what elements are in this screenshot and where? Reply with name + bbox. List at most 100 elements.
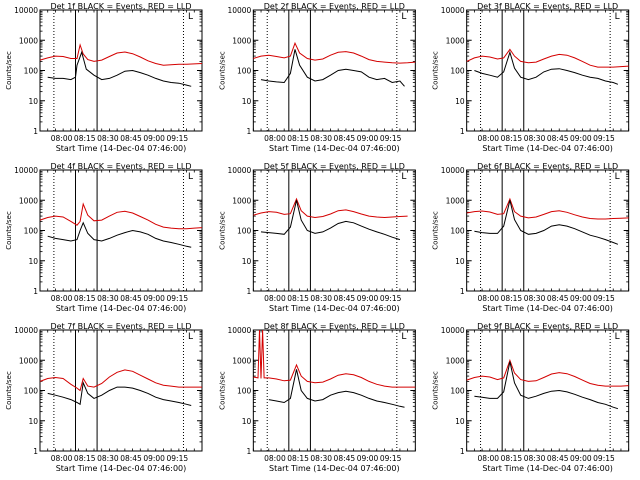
y-tick-label: 10 (242, 417, 252, 426)
y-tick-label: 1 (247, 127, 252, 136)
y-axis-label: Counts/sec (218, 371, 226, 410)
x-tick-label: 08:00 (477, 134, 499, 143)
x-tick-label: 08:45 (547, 294, 569, 303)
y-tick-label: 10 (28, 97, 38, 106)
x-axis-label: Start Time (14-Dec-04 07:46:00) (482, 464, 613, 473)
x-tick-label: 08:30 (524, 294, 546, 303)
plot-frame (39, 329, 203, 452)
chart-title: Det 8f BLACK = Events, RED = LLD (264, 322, 405, 331)
y-tick-label: 1000 (19, 196, 38, 205)
x-tick-label: 08:45 (120, 294, 142, 303)
series-line-events (474, 200, 619, 245)
y-tick-label: 100 (237, 227, 252, 236)
x-tick-label: 08:30 (97, 294, 119, 303)
x-tick-label: 08:15 (74, 134, 96, 143)
x-axis-label: Start Time (14-Dec-04 07:46:00) (482, 304, 613, 313)
x-tick-label: 08:30 (524, 134, 546, 143)
x-tick-label: 08:15 (287, 294, 309, 303)
series-line-lld (466, 358, 629, 387)
y-tick-label: 100 (237, 387, 252, 396)
y-tick-label: 1 (33, 447, 38, 456)
y-tick-label: 10 (28, 417, 38, 426)
chart-title: Det 1f BLACK = Events, RED = LLD (50, 2, 191, 11)
x-tick-label: 09:00 (143, 134, 165, 143)
y-axis-label: Counts/sec (5, 371, 13, 410)
x-tick-label: 08:30 (310, 454, 332, 463)
y-axis-label: Counts/sec (432, 51, 440, 90)
y-tick-label: 100 (24, 67, 39, 76)
y-tick-label: 1000 (232, 36, 251, 45)
plot-frame (39, 9, 203, 132)
x-tick-label: 08:15 (501, 454, 523, 463)
x-tick-label: 08:45 (334, 294, 356, 303)
series-line-events (474, 50, 619, 85)
plot-frame (252, 9, 416, 132)
series-line-lld (253, 41, 416, 64)
series-line-events (260, 49, 405, 87)
y-tick-label: 10000 (441, 166, 465, 175)
x-tick-label: 08:30 (524, 454, 546, 463)
y-axis-label: Counts/sec (218, 211, 226, 250)
corner-mark: L (188, 12, 193, 22)
corner-mark: L (615, 172, 620, 182)
y-tick-label: 1000 (446, 36, 465, 45)
x-tick-label: 08:00 (264, 294, 286, 303)
corner-mark: L (615, 332, 620, 342)
x-tick-label: 08:00 (51, 454, 73, 463)
x-tick-label: 09:15 (167, 134, 189, 143)
y-tick-label: 10 (455, 417, 465, 426)
plot-frame (252, 329, 416, 452)
y-tick-label: 100 (24, 227, 39, 236)
y-tick-label: 1 (33, 287, 38, 296)
series-line-lld (39, 202, 203, 230)
x-axis-label: Start Time (14-Dec-04 07:46:00) (269, 304, 400, 313)
x-tick-label: 08:30 (310, 134, 332, 143)
y-tick-label: 10000 (441, 6, 465, 15)
series-line-lld (253, 329, 416, 388)
x-tick-label: 09:15 (593, 294, 615, 303)
series-line-events (260, 200, 401, 241)
y-tick-label: 10000 (227, 6, 251, 15)
y-tick-label: 1000 (19, 36, 38, 45)
y-tick-label: 100 (450, 387, 465, 396)
y-tick-label: 10000 (227, 326, 251, 335)
x-tick-label: 09:00 (570, 454, 592, 463)
x-tick-label: 08:45 (120, 134, 142, 143)
x-tick-label: 08:45 (334, 454, 356, 463)
y-tick-label: 10000 (14, 326, 38, 335)
x-tick-label: 08:15 (287, 134, 309, 143)
y-tick-label: 1000 (232, 196, 251, 205)
x-tick-label: 08:00 (51, 134, 73, 143)
x-tick-label: 09:15 (593, 134, 615, 143)
x-tick-label: 08:15 (501, 134, 523, 143)
y-tick-label: 1 (460, 447, 465, 456)
x-tick-label: 08:15 (501, 294, 523, 303)
x-tick-label: 08:30 (97, 134, 119, 143)
series-line-events (47, 380, 192, 406)
x-tick-label: 09:00 (357, 134, 379, 143)
chart-title: Det 5f BLACK = Events, RED = LLD (264, 162, 405, 171)
x-axis-label: Start Time (14-Dec-04 07:46:00) (56, 144, 187, 153)
y-axis-label: Counts/sec (432, 211, 440, 250)
y-tick-label: 10000 (14, 166, 38, 175)
x-tick-label: 09:15 (380, 294, 402, 303)
x-tick-label: 08:00 (477, 294, 499, 303)
x-axis-label: Start Time (14-Dec-04 07:46:00) (269, 144, 400, 153)
x-axis-label: Start Time (14-Dec-04 07:46:00) (269, 464, 400, 473)
chart-title: Det 2f BLACK = Events, RED = LLD (264, 2, 405, 11)
x-tick-label: 09:00 (143, 454, 165, 463)
corner-mark: L (188, 332, 193, 342)
y-tick-label: 1 (247, 287, 252, 296)
y-tick-label: 10 (455, 97, 465, 106)
y-tick-label: 1000 (446, 356, 465, 365)
y-tick-label: 100 (237, 67, 252, 76)
corner-mark: L (401, 332, 406, 342)
x-tick-label: 09:15 (380, 134, 402, 143)
y-tick-label: 10 (28, 257, 38, 266)
